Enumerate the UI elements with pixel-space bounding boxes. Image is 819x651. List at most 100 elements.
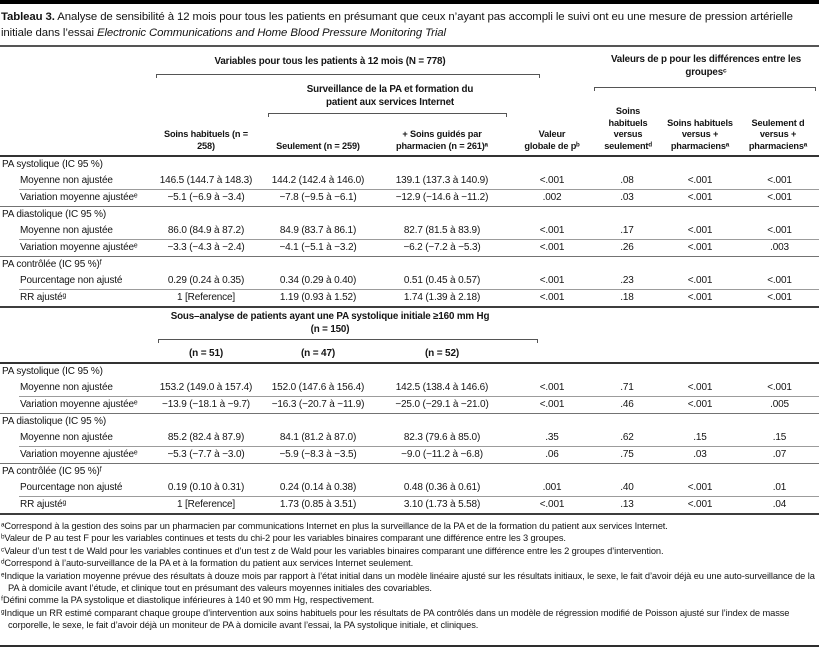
row-label: Variation moyenne ajustéeᵉ xyxy=(20,399,138,410)
cell-value: 142.5 (138.4 à 146.6) xyxy=(395,382,489,393)
cell-value: <.001 xyxy=(539,399,565,410)
cell-value: −3.3 (−4.3 à −2.4) xyxy=(167,242,245,253)
cell-value: .15 xyxy=(693,432,707,443)
bottom-rule xyxy=(0,645,819,647)
row-divider xyxy=(19,239,819,240)
row-divider xyxy=(0,513,819,515)
table-row: Moyenne non ajustée 85.2 (82.4 à 87.9) 84.… xyxy=(0,430,819,446)
subanalysis-col-n52: (n = 52) xyxy=(424,348,460,359)
section-row: PA systolique (IC 95 %) xyxy=(0,157,819,173)
row-label: PA diastolique (IC 95 %) xyxy=(2,416,107,427)
table-row: Variation moyenne ajustéeᵉ −13.9 (−18.1 à… xyxy=(0,397,819,413)
cell-value: 82.3 (79.6 à 85.0) xyxy=(403,432,481,443)
table-row: Moyenne non ajustée 153.2 (149.0 à 157.4)… xyxy=(0,380,819,396)
cell-value: 0.24 (0.14 à 0.38) xyxy=(279,482,357,493)
cell-value: 139.1 (137.3 à 140.9) xyxy=(395,175,489,186)
cell-value: .003 xyxy=(770,242,789,253)
row-label: Pourcentage non ajusté xyxy=(20,482,123,493)
cell-value: 1 [Reference] xyxy=(176,499,236,510)
footnote: ᵉIndique la variation moyenne prévue des… xyxy=(1,570,815,594)
row-label: PA diastolique (IC 95 %) xyxy=(2,209,107,220)
cell-value: 0.51 (0.45 à 0.57) xyxy=(403,275,481,286)
row-divider xyxy=(0,206,819,207)
cell-value: <.001 xyxy=(767,192,792,203)
column-header-only-vs-pharmacist: Seulement d versus + pharmaciensᵃ xyxy=(748,117,808,151)
column-header-global-p: Valeur globale de pᵇ xyxy=(524,129,580,151)
cell-value: .03 xyxy=(693,449,707,460)
table-header: Variables pour tous les patients à 12 mo… xyxy=(0,47,819,157)
cell-value: <.001 xyxy=(767,175,792,186)
subanalysis-col-n51: (n = 51) xyxy=(188,348,224,359)
row-label: RR ajustéᵍ xyxy=(20,292,67,303)
section-row: PA contrôlée (IC 95 %)ᶠ xyxy=(0,464,819,480)
row-label: Moyenne non ajustée xyxy=(20,432,113,443)
column-header-pharmacist-care: + Soins guidés par pharmacien (n = 261)ᵃ xyxy=(396,129,488,151)
row-divider xyxy=(19,496,819,497)
cell-value: .75 xyxy=(620,449,634,460)
cell-value: .13 xyxy=(620,499,634,510)
cell-value: −5.9 (−8.3 à −3.5) xyxy=(279,449,357,460)
cell-value: 1.73 (0.85 à 3.51) xyxy=(279,499,357,510)
row-divider xyxy=(19,446,819,447)
cell-value: <.001 xyxy=(539,382,565,393)
cell-value: 85.2 (82.4 à 87.9) xyxy=(167,432,245,443)
cell-value: <.001 xyxy=(767,225,792,236)
cell-value: 84.9 (83.7 à 86.1) xyxy=(279,225,357,236)
cell-value: 153.2 (149.0 à 157.4) xyxy=(159,382,253,393)
cell-value: .06 xyxy=(545,449,559,460)
cell-value: .18 xyxy=(620,292,634,303)
row-label: Pourcentage non ajusté xyxy=(20,275,123,286)
table-row: RR ajustéᵍ 1 [Reference] 1.73 (0.85 à 3.51… xyxy=(0,497,819,513)
footnote: ᵈCorrespond à l’auto-surveillance de la … xyxy=(1,558,414,569)
column-header-usual-vs-pharmacist: Soins habituels versus + pharmaciensᵃ xyxy=(667,117,733,151)
row-label: PA systolique (IC 95 %) xyxy=(2,159,103,170)
cell-value: −6.2 (−7.2 à −5.3) xyxy=(403,242,481,253)
table-row: Pourcentage non ajusté 0.19 (0.10 à 0.31)… xyxy=(0,480,819,496)
cell-value: −5.1 (−6.9 à −3.4) xyxy=(167,192,245,203)
bracket-intervention xyxy=(268,113,507,117)
cell-value: 0.29 (0.24 à 0.35) xyxy=(167,275,245,286)
cell-value: .62 xyxy=(620,432,634,443)
subanalysis-header: Sous–analyse de patients ayant une PA sy… xyxy=(0,308,819,364)
cell-value: 146.5 (144.7 à 148.3) xyxy=(159,175,253,186)
cell-value: <.001 xyxy=(539,175,565,186)
cell-value: <.001 xyxy=(687,382,713,393)
cell-value: .15 xyxy=(772,432,787,443)
cell-value: <.001 xyxy=(539,275,565,286)
table-title: Tableau 3. Analyse de sensibilité à 12 m… xyxy=(0,4,819,45)
cell-value: .07 xyxy=(772,449,787,460)
table-row: Pourcentage non ajusté 0.29 (0.24 à 0.35)… xyxy=(0,273,819,289)
table-number-label: Tableau 3. xyxy=(1,11,55,23)
cell-value: −16.3 (−20.7 à −11.9) xyxy=(271,399,365,410)
bracket-subanalysis xyxy=(158,339,538,343)
cell-value: −4.1 (−5.1 à −3.2) xyxy=(279,242,357,253)
cell-value: 3.10 (1.73 à 5.58) xyxy=(403,499,481,510)
row-divider xyxy=(19,289,819,290)
cell-value: <.001 xyxy=(539,225,565,236)
footnote: ᵍIndique un RR estimé comparant chaque g… xyxy=(1,607,790,631)
cell-value: 1.74 (1.39 à 2.18) xyxy=(403,292,481,303)
cell-value: .26 xyxy=(620,242,634,253)
subanalysis-title: Sous–analyse de patients ayant une PA sy… xyxy=(170,311,490,335)
cell-value: −5.3 (−7.7 à −3.0) xyxy=(167,449,245,460)
cell-value: <.001 xyxy=(539,499,565,510)
row-divider xyxy=(19,396,819,397)
row-label: Variation moyenne ajustéeᵉ xyxy=(20,449,138,460)
cell-value: 86.0 (84.9 à 87.2) xyxy=(167,225,245,236)
title-divider xyxy=(0,45,819,47)
table-row: Moyenne non ajustée 86.0 (84.9 à 87.2) 84.… xyxy=(0,223,819,239)
row-divider xyxy=(0,463,819,464)
section-row: PA diastolique (IC 95 %) xyxy=(0,207,819,223)
cell-value: .03 xyxy=(620,192,634,203)
row-label: Variation moyenne ajustéeᵉ xyxy=(20,242,138,253)
top-rule xyxy=(0,0,819,4)
cell-value: −7.8 (−9.5 à −6.1) xyxy=(279,192,357,203)
table-title-text: Analyse de sensibilité à 12 mois pour to… xyxy=(1,11,793,39)
cell-value: 84.1 (81.2 à 87.0) xyxy=(279,432,357,443)
table-title-trial-name: Electronic Communications and Home Blood… xyxy=(96,27,446,39)
header-group-all-patients: Variables pour tous les patients à 12 mo… xyxy=(214,56,446,67)
table-row: RR ajustéᵍ 1 [Reference] 1.19 (0.93 à 1.52… xyxy=(0,290,819,306)
cell-value: −12.9 (−14.6 à −11.2) xyxy=(395,192,489,203)
cell-value: 82.7 (81.5 à 83.9) xyxy=(403,225,481,236)
